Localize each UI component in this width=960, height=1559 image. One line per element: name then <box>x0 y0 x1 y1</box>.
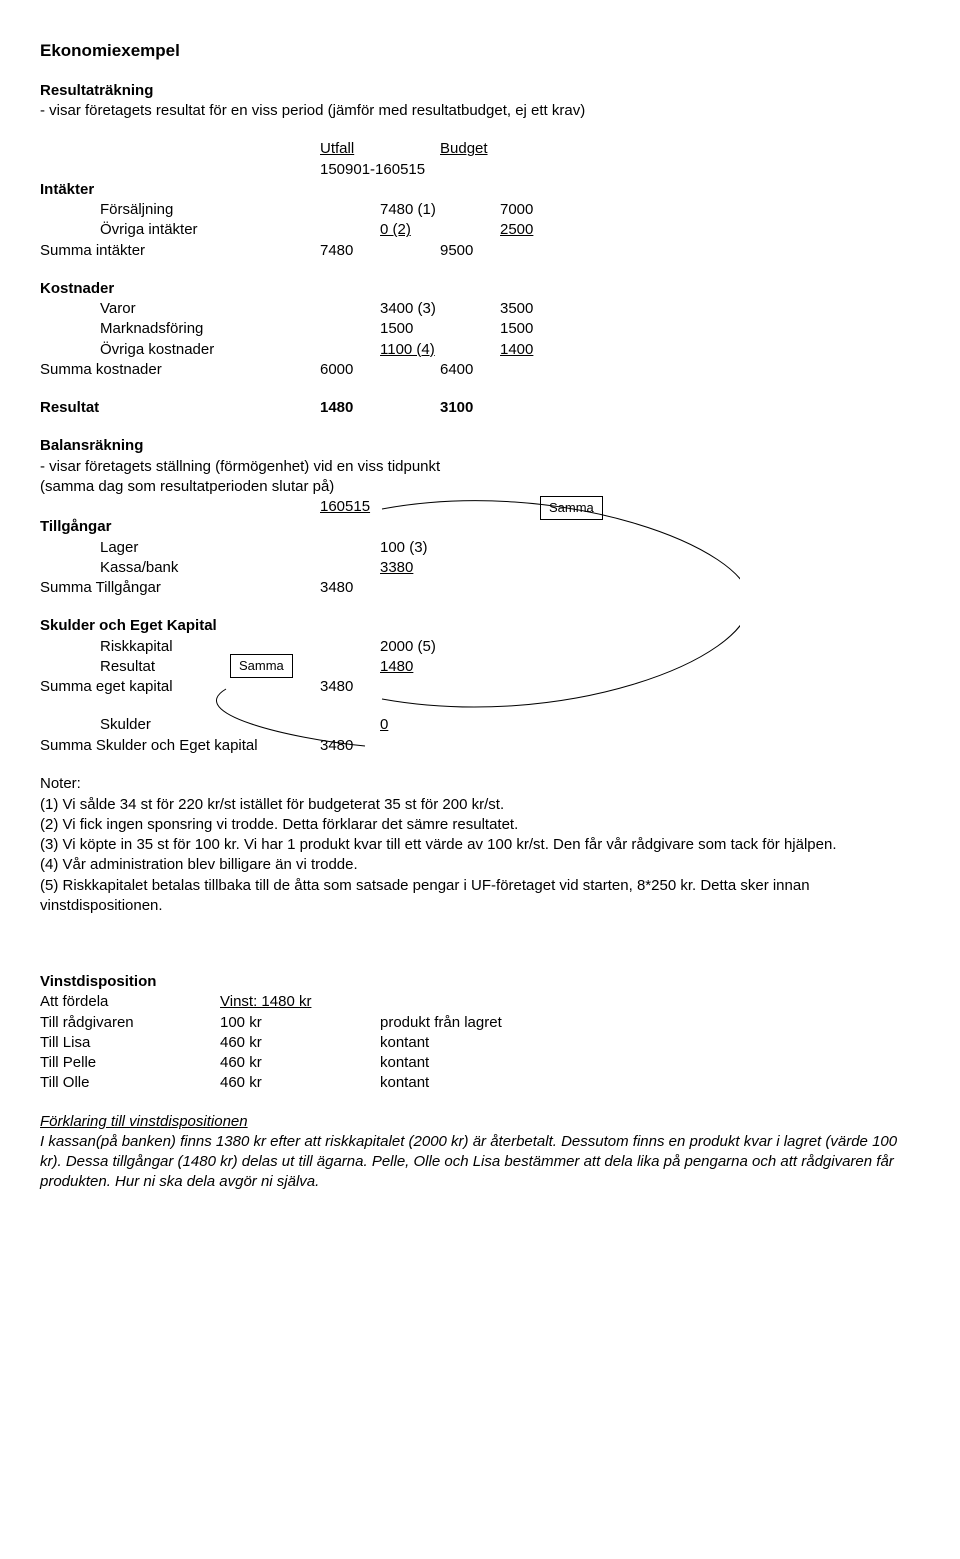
note-2: (2) Vi fick ingen sponsring vi trodde. D… <box>40 815 920 835</box>
balance-subtitle1: - visar företagets ställning (förmögenhe… <box>40 457 920 477</box>
riskkapital-value: 2000 (5) <box>380 637 500 657</box>
col-header-utfall: Utfall <box>320 139 440 159</box>
resultat-label: Resultat <box>40 398 320 418</box>
resultat-utfall: 1480 <box>320 398 440 418</box>
lisa-label: Till Lisa <box>40 1033 220 1053</box>
balance-heading: Balansräkning <box>40 436 920 456</box>
att-fordela-value: Vinst: 1480 kr <box>220 993 311 1010</box>
col-header-period: 150901-160515 <box>320 160 440 180</box>
note-5: (5) Riskkapitalet betalas tillbaka till … <box>40 876 920 917</box>
olle-comment: kontant <box>380 1073 429 1093</box>
forsaljning-utfall: 7480 (1) <box>380 200 500 220</box>
ovriga-kost-budget: 1400 <box>500 341 533 358</box>
radgivaren-value: 100 kr <box>220 1013 380 1033</box>
explanation-body: I kassan(på banken) finns 1380 kr efter … <box>40 1132 920 1193</box>
marknad-budget: 1500 <box>500 319 620 339</box>
varor-label: Varor <box>40 299 380 319</box>
resultat-bal-value: 1480 <box>380 658 413 675</box>
summa-intakter-label: Summa intäkter <box>40 241 320 261</box>
marknad-label: Marknadsföring <box>40 319 380 339</box>
summa-kost-budget: 6400 <box>440 360 560 380</box>
summa-eget-label: Summa eget kapital <box>40 677 320 697</box>
lager-label: Lager <box>40 538 380 558</box>
summa-kost-utfall: 6000 <box>320 360 440 380</box>
summa-skeg-value: 3480 <box>320 736 440 756</box>
skulder-label: Skulder <box>40 715 380 735</box>
summa-tillg-label: Summa Tillgångar <box>40 578 320 598</box>
lisa-comment: kontant <box>380 1033 429 1053</box>
balance-date: 160515 <box>320 497 440 517</box>
note-1: (1) Vi sålde 34 st för 220 kr/st iställe… <box>40 795 920 815</box>
resultat-bal-label: Resultat <box>40 657 380 677</box>
page-title: Ekonomiexempel <box>40 40 920 63</box>
explanation-heading: Förklaring till vinstdispositionen <box>40 1112 920 1132</box>
kassa-value: 3380 <box>380 559 413 576</box>
income-statement-heading: Resultaträkning <box>40 81 920 101</box>
ovriga-kost-utfall: 1100 (4) <box>380 341 435 358</box>
varor-budget: 3500 <box>500 299 620 319</box>
lager-value: 100 (3) <box>380 538 500 558</box>
forsaljning-label: Försäljning <box>40 200 380 220</box>
summa-skeg-label: Summa Skulder och Eget kapital <box>40 736 320 756</box>
radgivaren-label: Till rådgivaren <box>40 1013 220 1033</box>
col-header-budget: Budget <box>440 139 560 159</box>
summa-intakter-utfall: 7480 <box>320 241 440 261</box>
skulder-value: 0 <box>380 716 388 733</box>
skeg-label: Skulder och Eget Kapital <box>40 616 920 636</box>
radgivaren-comment: produkt från lagret <box>380 1013 502 1033</box>
riskkapital-label: Riskkapital <box>40 637 380 657</box>
pelle-label: Till Pelle <box>40 1053 220 1073</box>
ovriga-intakter-budget: 2500 <box>500 221 533 238</box>
note-3: (3) Vi köpte in 35 st för 100 kr. Vi har… <box>40 835 920 855</box>
lisa-value: 460 kr <box>220 1033 380 1053</box>
summa-intakter-budget: 9500 <box>440 241 560 261</box>
varor-utfall: 3400 (3) <box>380 299 500 319</box>
ovriga-kost-label: Övriga kostnader <box>40 340 380 360</box>
intakter-label: Intäkter <box>40 180 920 200</box>
kostnader-label: Kostnader <box>40 279 920 299</box>
notes-heading: Noter: <box>40 774 920 794</box>
samma-box-left: Samma <box>230 654 293 678</box>
olle-value: 460 kr <box>220 1073 380 1093</box>
summa-eget-value: 3480 <box>320 677 440 697</box>
balance-subtitle2: (samma dag som resultatperioden slutar p… <box>40 477 920 497</box>
ovriga-intakter-utfall: 0 (2) <box>380 221 411 238</box>
pelle-comment: kontant <box>380 1053 429 1073</box>
att-fordela-label: Att fördela <box>40 992 220 1012</box>
samma-box-right: Samma <box>540 496 603 520</box>
summa-tillg-value: 3480 <box>320 578 440 598</box>
summa-kost-label: Summa kostnader <box>40 360 320 380</box>
resultat-budget: 3100 <box>440 398 560 418</box>
tillgangar-label: Tillgångar <box>40 517 920 537</box>
olle-label: Till Olle <box>40 1073 220 1093</box>
income-statement-subtitle: - visar företagets resultat för en viss … <box>40 101 920 121</box>
marknad-utfall: 1500 <box>380 319 500 339</box>
note-4: (4) Vår administration blev billigare än… <box>40 855 920 875</box>
vinstdisp-heading: Vinstdisposition <box>40 972 920 992</box>
kassa-label: Kassa/bank <box>40 558 380 578</box>
ovriga-intakter-label: Övriga intäkter <box>40 220 380 240</box>
forsaljning-budget: 7000 <box>500 200 620 220</box>
pelle-value: 460 kr <box>220 1053 380 1073</box>
